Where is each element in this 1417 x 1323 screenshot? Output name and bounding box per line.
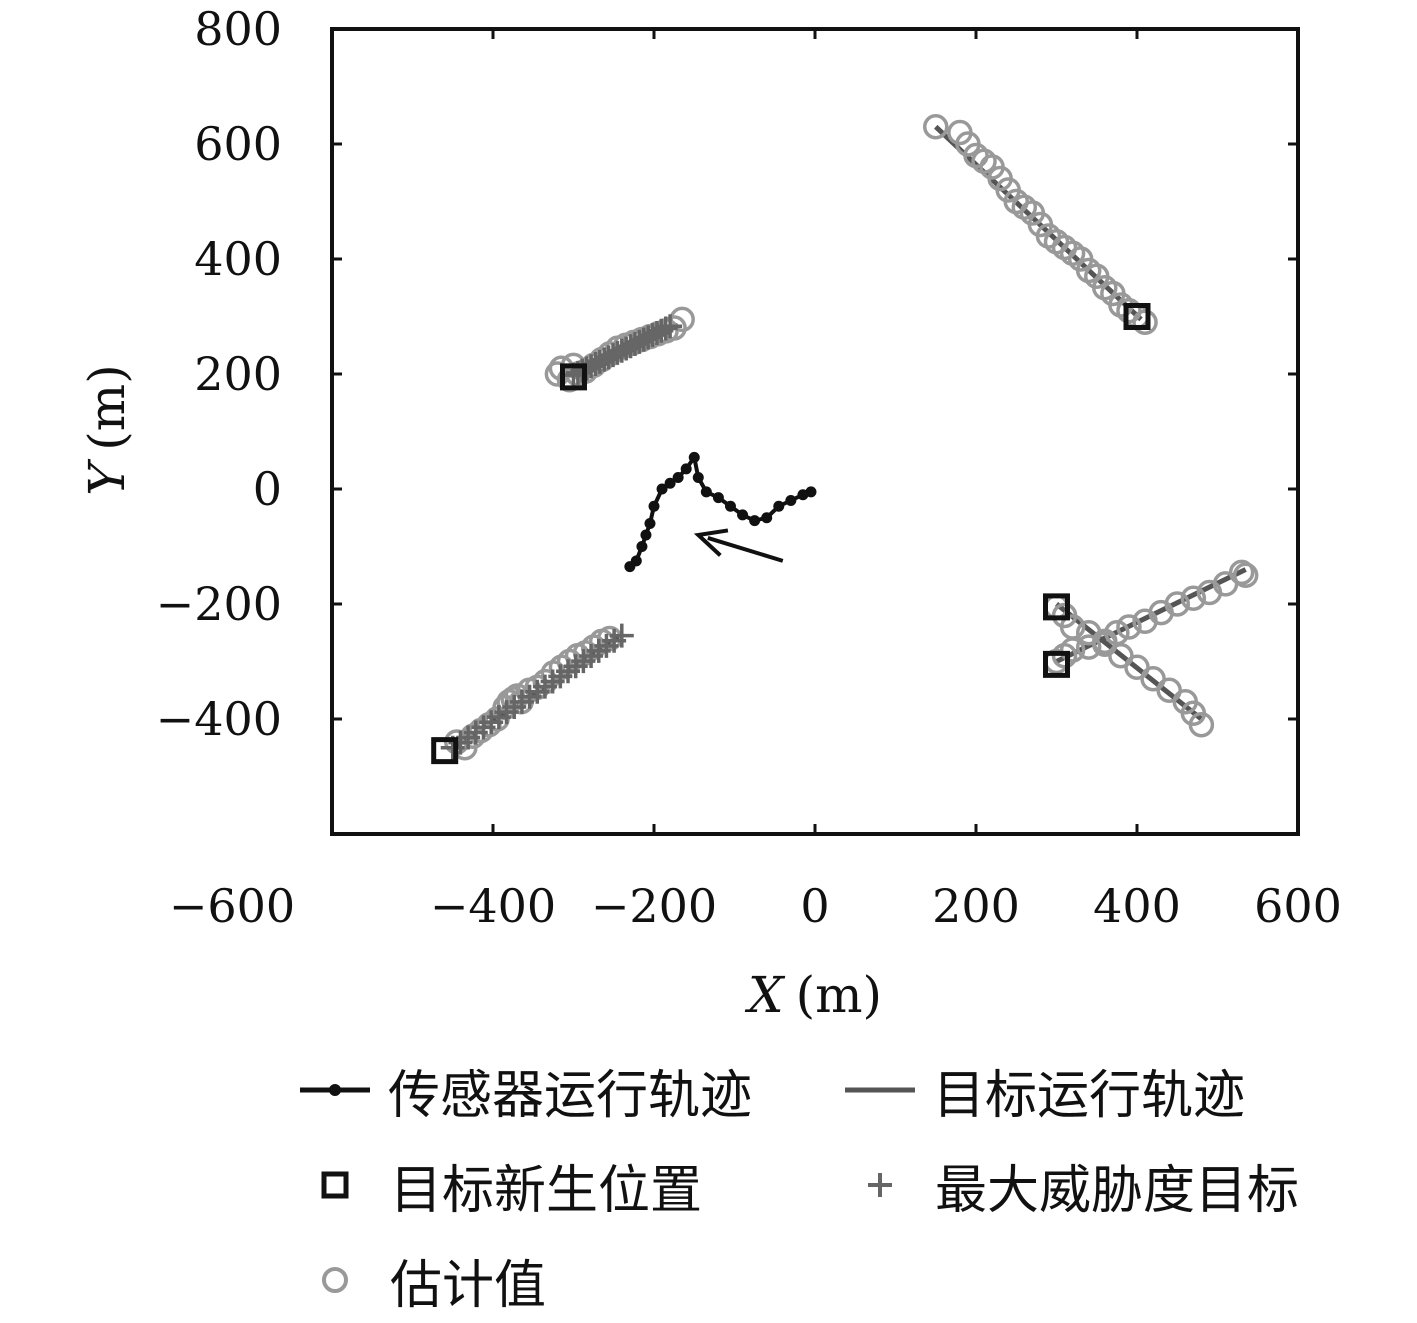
birth-position-marker — [1123, 303, 1151, 330]
estimate-point — [1232, 562, 1259, 588]
sensor-track-point — [761, 512, 773, 524]
estimate-point — [1164, 591, 1190, 617]
legend-label-birth-position: 目标新生位置 — [390, 1160, 703, 1221]
birth-position-marker — [1043, 650, 1070, 678]
x-tick-label: 0 — [800, 879, 829, 933]
y-tick-label: 600 — [194, 117, 282, 171]
estimate-point — [1075, 634, 1102, 660]
y-tick-label: 400 — [194, 232, 282, 286]
estimate-point — [1188, 712, 1215, 738]
birth-position-marker — [1043, 593, 1070, 621]
x-tick-label: −600 — [169, 879, 295, 933]
estimate-point — [1132, 309, 1158, 335]
x-tick-label: 600 — [1254, 879, 1342, 933]
axes-frame — [330, 27, 1300, 836]
legend-label-max-threat: 最大威胁度目标 — [935, 1160, 1300, 1221]
legend-swatch-max-threat — [868, 1173, 892, 1197]
x-tick-label: 200 — [932, 879, 1020, 933]
sensor-track-point — [624, 561, 636, 573]
sensor-track-point — [644, 518, 656, 529]
sensor-track-point — [648, 500, 660, 512]
legend-item-max-threat: 最大威胁度目标 — [865, 1145, 1299, 1225]
sensor-track-point — [737, 509, 749, 521]
legend-item-sensor-track: 传感器运行轨迹 — [300, 1050, 752, 1130]
sensor-track-point — [672, 472, 684, 483]
y-tick-label: 0 — [253, 462, 282, 516]
x-tick-label: −200 — [591, 879, 717, 933]
max-threat-marker — [658, 314, 683, 339]
sensor-track-point — [773, 500, 785, 512]
sensor-track — [624, 451, 817, 573]
legend-item-birth-position: 目标新生位置 — [320, 1145, 702, 1225]
y-tick-label: 800 — [194, 2, 282, 56]
arrow-shaft — [707, 536, 784, 563]
birth-positions — [431, 303, 1151, 765]
max-threat-marker — [609, 623, 634, 648]
y-tick-label: 200 — [194, 347, 282, 401]
estimate-point — [1228, 559, 1255, 586]
legend-swatch-birth-position — [321, 1171, 349, 1199]
sensor-track-point — [724, 500, 736, 512]
chart: −600 −400 −200 0 200 400 600 −400 −200 0 200 400 60… — [78, 2, 1342, 1024]
estimate-point — [1116, 614, 1142, 640]
legend-item-target-track: 目标运行轨迹 — [845, 1050, 1245, 1130]
sensor-track-line — [628, 452, 812, 569]
direction-arrow — [693, 528, 784, 563]
legend-label-estimate: 估计值 — [390, 1255, 547, 1316]
sensor-track-point — [656, 483, 668, 495]
x-tick-labels: −600 −400 −200 0 200 400 600 — [169, 879, 1342, 933]
sensor-track-point — [692, 472, 704, 483]
legend-label-sensor-track: 传感器运行轨迹 — [388, 1065, 753, 1126]
legend-swatch-sensor-track — [300, 1084, 370, 1096]
max-threat-markers — [440, 314, 683, 760]
x-axis-label: X (m) — [744, 966, 882, 1024]
legend-swatch-target-track — [845, 1087, 915, 1093]
estimate-point — [923, 114, 949, 140]
sensor-track-point — [712, 492, 724, 504]
plot-frame — [330, 27, 1300, 836]
y-tick-label: −200 — [156, 577, 282, 631]
legend-item-estimate: 估计值 — [320, 1240, 546, 1320]
sensor-track-point — [785, 495, 797, 506]
sensor-track-point — [688, 451, 700, 463]
sensor-track-point — [700, 486, 712, 498]
sensor-track-point — [664, 477, 676, 489]
sensor-track-point — [797, 489, 809, 501]
sensor-track-point — [680, 463, 692, 475]
birth-position-marker — [560, 363, 587, 391]
birth-position-marker — [431, 737, 459, 765]
estimate-point — [1059, 614, 1086, 640]
y-axis-label: Y(m) — [78, 364, 136, 495]
legend: 传感器运行轨迹 目标运行轨迹 目标新生位置 最大威胁度目标 估计值 — [290, 1050, 1390, 1320]
y-tick-labels: −400 −200 0 200 400 600 800 — [156, 2, 282, 746]
x-tick-label: 400 — [1093, 879, 1181, 933]
x-tick-label: −400 — [430, 879, 556, 933]
sensor-track-point — [640, 529, 652, 541]
legend-label-target-track: 目标运行轨迹 — [933, 1065, 1246, 1126]
sensor-track-point — [749, 515, 761, 527]
y-tick-label: −400 — [156, 692, 282, 746]
estimate-point — [1180, 585, 1207, 611]
arrow-head — [693, 528, 729, 557]
legend-swatch-estimate — [322, 1267, 348, 1293]
sensor-track-point — [636, 541, 648, 552]
max-threat-marker — [653, 316, 678, 341]
